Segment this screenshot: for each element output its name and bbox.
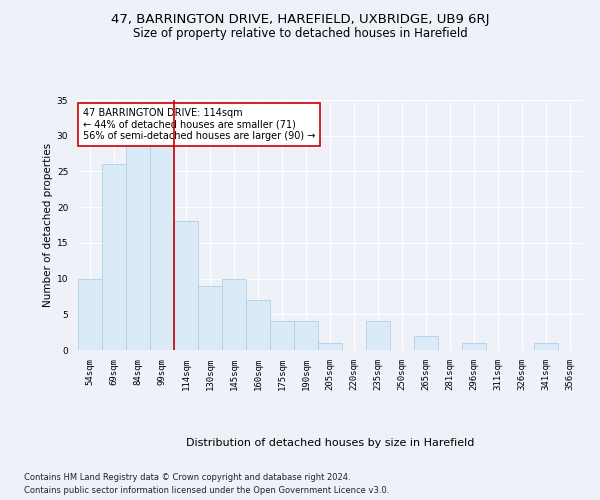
Text: Size of property relative to detached houses in Harefield: Size of property relative to detached ho… xyxy=(133,28,467,40)
Bar xyxy=(366,322,390,350)
Bar xyxy=(462,343,486,350)
Text: Distribution of detached houses by size in Harefield: Distribution of detached houses by size … xyxy=(186,438,474,448)
Bar xyxy=(534,343,558,350)
Text: 47 BARRINGTON DRIVE: 114sqm
← 44% of detached houses are smaller (71)
56% of sem: 47 BARRINGTON DRIVE: 114sqm ← 44% of det… xyxy=(83,108,316,140)
Bar xyxy=(174,222,198,350)
Bar xyxy=(414,336,438,350)
Bar xyxy=(78,278,102,350)
Bar xyxy=(126,143,150,350)
Bar xyxy=(270,322,294,350)
Text: 47, BARRINGTON DRIVE, HAREFIELD, UXBRIDGE, UB9 6RJ: 47, BARRINGTON DRIVE, HAREFIELD, UXBRIDG… xyxy=(111,12,489,26)
Bar xyxy=(246,300,270,350)
Bar xyxy=(198,286,222,350)
Bar xyxy=(294,322,318,350)
Bar xyxy=(222,278,246,350)
Y-axis label: Number of detached properties: Number of detached properties xyxy=(43,143,53,307)
Bar xyxy=(318,343,342,350)
Bar xyxy=(150,143,174,350)
Text: Contains public sector information licensed under the Open Government Licence v3: Contains public sector information licen… xyxy=(24,486,389,495)
Bar xyxy=(102,164,126,350)
Text: Contains HM Land Registry data © Crown copyright and database right 2024.: Contains HM Land Registry data © Crown c… xyxy=(24,472,350,482)
